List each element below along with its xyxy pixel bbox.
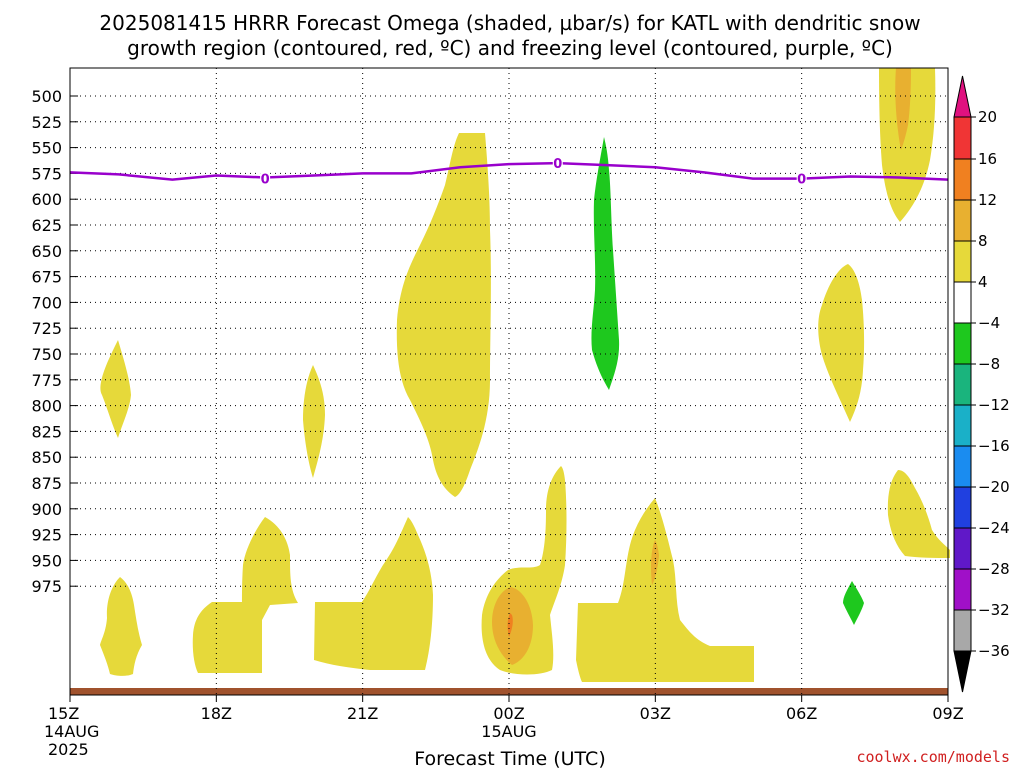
colorbar-tick-label: 12 <box>978 191 997 209</box>
colorbar-swatch <box>953 158 972 201</box>
colorbar-bottom-arrow <box>953 650 972 693</box>
x-tick-year-label: 2025 <box>48 740 89 759</box>
colorbar-top-arrow <box>953 75 972 118</box>
y-tick-label: 700 <box>31 293 62 312</box>
x-tick-label: 09Z <box>932 704 963 723</box>
colorbar-tick-label: −32 <box>978 601 1010 619</box>
colorbar-swatch <box>953 609 972 652</box>
y-tick-label: 825 <box>31 422 62 441</box>
colorbar-swatch <box>953 199 972 242</box>
x-tick-label: 00Z <box>493 704 524 723</box>
colorbar-swatch <box>953 445 972 488</box>
x-tick-label: 15Z <box>48 704 79 723</box>
y-tick-label: 625 <box>31 216 62 235</box>
omega-region-4to8 <box>576 498 754 682</box>
y-tick-label: 525 <box>31 113 62 132</box>
colorbar-tick-label: −36 <box>978 642 1010 660</box>
contour-label-background <box>260 170 271 186</box>
omega-region-4to8 <box>818 264 865 422</box>
colorbar-tick-label: 20 <box>978 108 997 126</box>
colorbar-tick-label: −16 <box>978 437 1010 455</box>
omega-region-8to12 <box>895 68 911 150</box>
y-tick-label: 575 <box>31 164 62 183</box>
colorbar-tick-label: 4 <box>978 273 988 291</box>
chart-title-line-1: 2025081415 HRRR Forecast Omega (shaded, … <box>99 11 920 35</box>
omega-region-8to12 <box>651 540 659 585</box>
colorbar-swatch <box>953 527 972 570</box>
credit-text: coolwx.com/models <box>856 748 1010 766</box>
omega-region-4to8 <box>192 517 298 673</box>
colorbar-swatch <box>953 363 972 406</box>
omega-region-4to8 <box>879 68 936 222</box>
colorbar-tick-label: −28 <box>978 560 1010 578</box>
y-tick-label: 675 <box>31 268 62 287</box>
freezing-level-line <box>69 161 949 181</box>
colorbar-tick-label: −8 <box>978 355 1000 373</box>
colorbar-swatch <box>953 322 972 365</box>
colorbar-swatch <box>953 486 972 529</box>
omega-fill-layer <box>100 68 950 682</box>
freezing-level-contour-label: 0 <box>553 157 562 172</box>
y-tick-label: 975 <box>31 577 62 596</box>
x-tick-label: 06Z <box>786 704 817 723</box>
colorbar-swatch <box>953 116 972 160</box>
plot-frame <box>69 67 949 696</box>
x-tick-date-label: 15AUG <box>481 722 536 741</box>
y-tick-label: 800 <box>31 397 62 416</box>
y-tick-label: 550 <box>31 139 62 158</box>
omega-region-4to8 <box>887 470 950 558</box>
contour-label-background <box>552 155 563 171</box>
omega-region-4to8 <box>303 365 325 478</box>
colorbar-tick-label: −20 <box>978 478 1010 496</box>
y-tick-label: 875 <box>31 474 62 493</box>
colorbar-swatch <box>953 568 972 611</box>
chart-title-line-2: growth region (contoured, red, ºC) and f… <box>127 36 893 60</box>
contour-label-background <box>796 170 807 186</box>
colorbar-swatch <box>953 281 972 324</box>
x-tick-label: 18Z <box>201 704 232 723</box>
x-axis-title: Forecast Time (UTC) <box>414 748 605 768</box>
y-tick-label: 850 <box>31 448 62 467</box>
x-tick-date-label: 14AUG <box>44 722 99 741</box>
x-tick-label: 21Z <box>347 704 378 723</box>
omega-region-4to8 <box>100 340 131 438</box>
colorbar-tick-label: 8 <box>978 232 988 250</box>
omega-region-4to8 <box>100 577 142 676</box>
omega-region-m8tom4 <box>843 581 864 625</box>
y-tick-label: 900 <box>31 500 62 519</box>
y-axis-ticks: 500 525 550 575 600 625 650 675 700 725 750 775 800 8… <box>31 87 78 596</box>
ground-layer <box>70 688 948 695</box>
y-tick-label: 650 <box>31 242 62 261</box>
y-tick-label: 950 <box>31 551 62 570</box>
colorbar-swatch <box>953 240 972 283</box>
y-tick-label: 600 <box>31 190 62 209</box>
colorbar-tick-label: −4 <box>978 314 1000 332</box>
freezing-level-contour-label: 0 <box>797 173 806 188</box>
colorbar-tick-label: 16 <box>978 150 997 168</box>
y-tick-label: 725 <box>31 319 62 338</box>
y-tick-label: 500 <box>31 87 62 106</box>
freezing-level-contour: 0 0 0 <box>69 155 949 188</box>
colorbar-tick-label: −12 <box>978 396 1010 414</box>
omega-region-8to12 <box>492 587 533 665</box>
colorbar: 20 16 12 8 4 −4 −8 −12 −16 −20 −24 −28 −32 −36 <box>953 75 1010 693</box>
freezing-level-contour-label: 0 <box>261 173 270 188</box>
y-tick-label: 750 <box>31 345 62 364</box>
colorbar-swatch <box>953 404 972 447</box>
y-tick-label: 775 <box>31 371 62 390</box>
x-tick-label: 03Z <box>640 704 671 723</box>
colorbar-tick-label: −24 <box>978 519 1010 537</box>
omega-region-4to8 <box>314 517 433 670</box>
y-tick-label: 925 <box>31 526 62 545</box>
omega-region-m8tom4 <box>591 137 620 390</box>
omega-region-4to8 <box>396 133 491 497</box>
